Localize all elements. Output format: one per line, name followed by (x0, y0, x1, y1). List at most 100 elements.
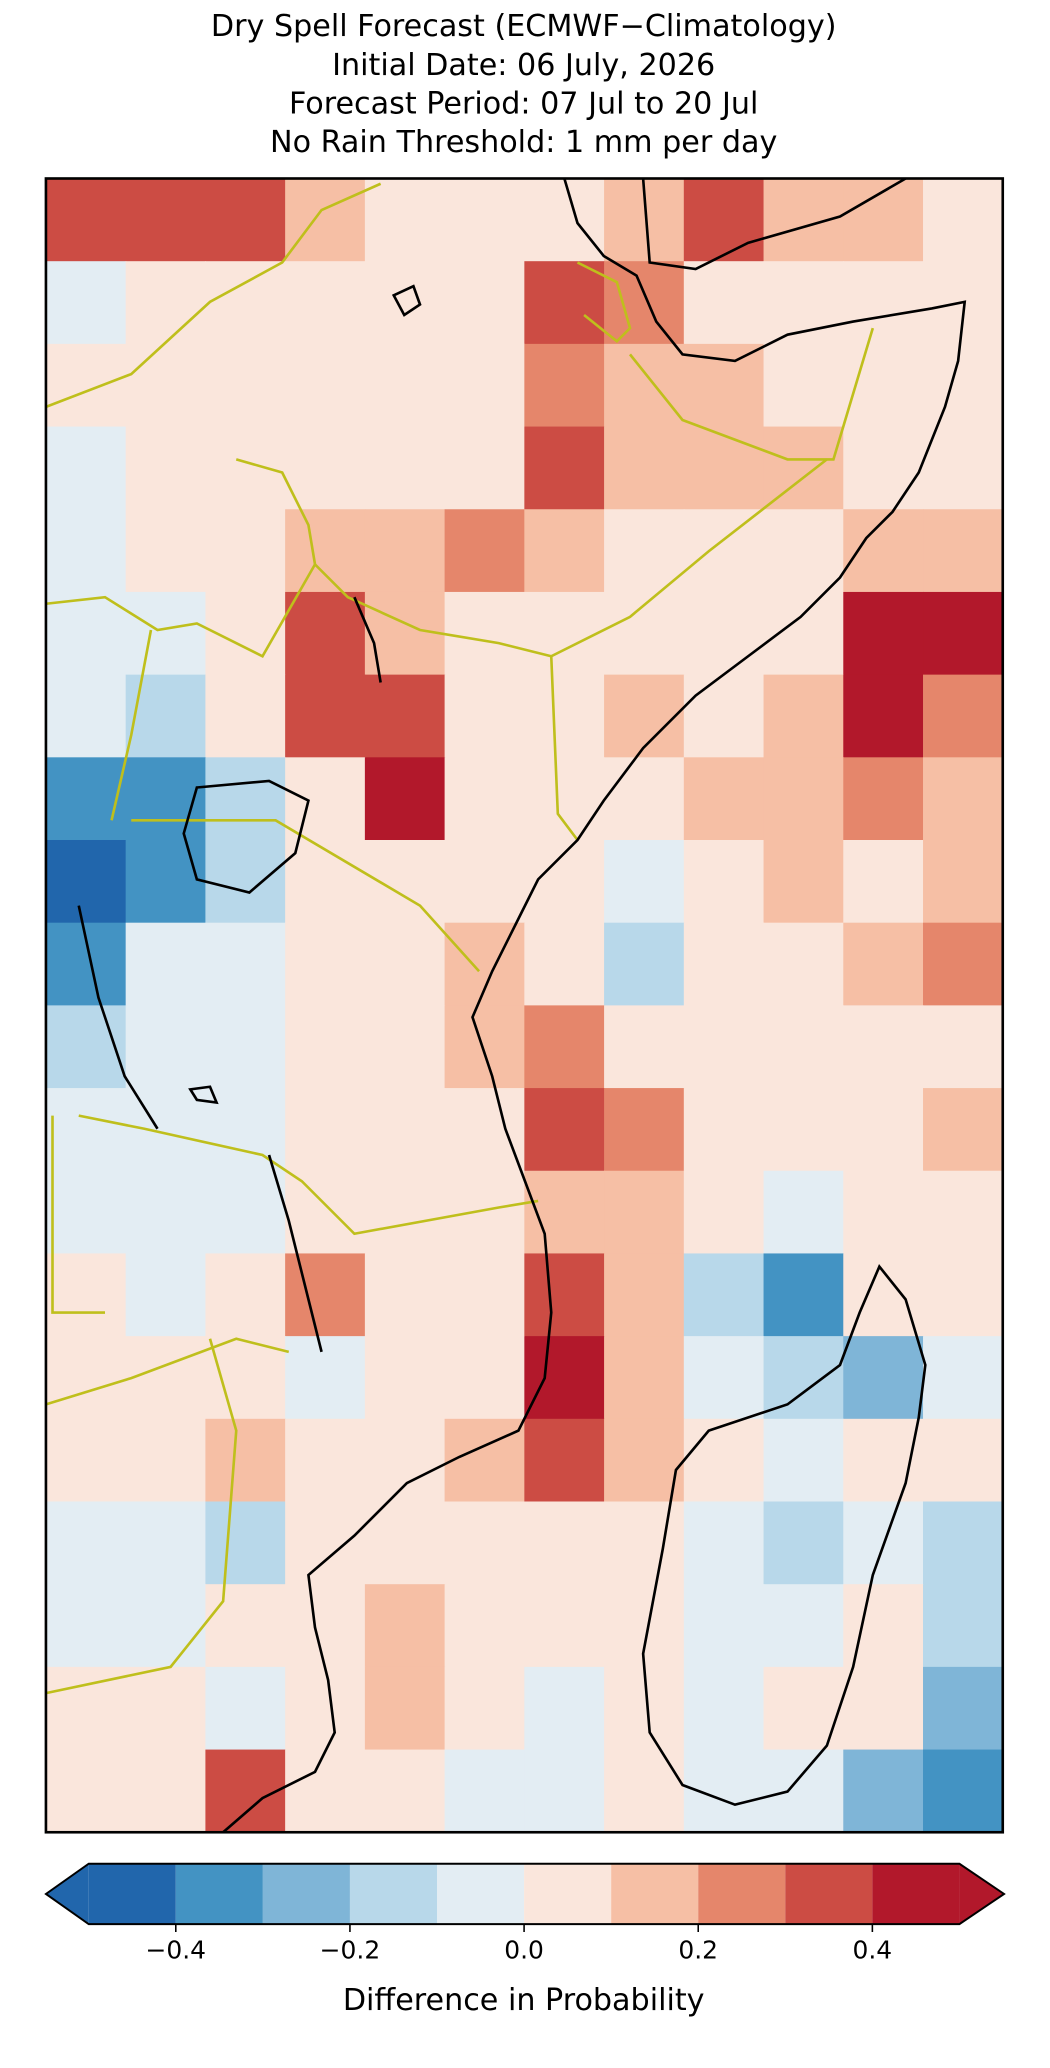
cell (205, 1253, 286, 1337)
map-frame (44, 177, 1005, 1834)
cell (45, 343, 127, 428)
cell (205, 261, 286, 345)
cell (205, 1005, 286, 1089)
cell (364, 922, 446, 1007)
cell (205, 1749, 286, 1833)
cell (205, 674, 286, 758)
colorbar-bin (698, 1863, 786, 1925)
cell (843, 1088, 924, 1172)
cell (45, 261, 127, 345)
cell (45, 1170, 127, 1255)
geography (45, 178, 967, 1833)
cell (923, 1005, 1003, 1089)
cell (125, 1253, 207, 1337)
cell (205, 1584, 286, 1668)
cell (285, 509, 366, 593)
cell (205, 1088, 286, 1172)
cell (923, 1336, 1003, 1420)
cell (205, 1418, 286, 1503)
cell (604, 1088, 685, 1172)
cell (763, 591, 844, 676)
cell (763, 1666, 844, 1751)
cell (364, 757, 446, 841)
cell (285, 1418, 366, 1503)
cell (763, 1749, 844, 1833)
cell (285, 1666, 366, 1751)
cell (524, 1666, 605, 1751)
cell (923, 1501, 1003, 1585)
cell (843, 1418, 924, 1503)
cell (285, 261, 366, 345)
cell (125, 840, 207, 924)
cell (285, 1253, 366, 1337)
cell (444, 1501, 525, 1585)
cell (843, 426, 924, 510)
cell (364, 1005, 446, 1089)
cell (763, 343, 844, 428)
cell (604, 1501, 685, 1585)
coastline (77, 178, 967, 1833)
cell (763, 1418, 844, 1503)
cell (125, 1170, 207, 1255)
cell (683, 1418, 765, 1503)
cell (604, 840, 685, 924)
cell (364, 1088, 446, 1172)
cell (683, 509, 765, 593)
cell (444, 1666, 525, 1751)
cell (125, 178, 207, 262)
cell (923, 674, 1003, 758)
cell (364, 261, 446, 345)
cell (364, 1749, 446, 1833)
cell (205, 840, 286, 924)
cell (285, 343, 366, 428)
cell (205, 1501, 286, 1585)
colorbar-bin (175, 1863, 263, 1925)
cell (683, 757, 765, 841)
cell (524, 1501, 605, 1585)
cell (125, 922, 207, 1007)
cell (923, 426, 1003, 510)
cell (125, 343, 207, 428)
cell (604, 1418, 685, 1503)
cell (444, 426, 525, 510)
cell (683, 674, 765, 758)
cell (364, 343, 446, 428)
cell (444, 1088, 525, 1172)
cell (205, 1336, 286, 1420)
colorbar-outline (44, 1862, 1006, 1926)
cell (923, 1088, 1003, 1172)
cell (604, 1749, 685, 1833)
cell (524, 591, 605, 676)
cell (524, 1088, 605, 1172)
cell (444, 591, 525, 676)
cell (524, 1253, 605, 1337)
colorbar-extend-max (959, 1863, 1005, 1925)
cell (125, 261, 207, 345)
cell (763, 1253, 844, 1337)
colorbar-tick-label: −0.4 (146, 1936, 207, 1965)
cell (125, 1005, 207, 1089)
cell (45, 757, 127, 841)
cell (444, 1253, 525, 1337)
cell (843, 1749, 924, 1833)
cell (45, 426, 127, 510)
cell (683, 1584, 765, 1668)
cell (205, 757, 286, 841)
cell (364, 674, 446, 758)
cell (524, 1005, 605, 1089)
colorbar-bin (611, 1863, 699, 1925)
cell (683, 1005, 765, 1089)
cell (364, 1501, 446, 1585)
cell (45, 1088, 127, 1172)
cell (45, 1501, 127, 1585)
cell (524, 178, 605, 262)
cell (444, 757, 525, 841)
cell (444, 922, 525, 1007)
title-line: Forecast Period: 07 Jul to 20 Jul (289, 87, 758, 122)
cell (205, 922, 286, 1007)
cell (444, 1336, 525, 1420)
cell (843, 591, 924, 676)
colorbar-bin (262, 1863, 350, 1925)
cell (683, 426, 765, 510)
cell (524, 343, 605, 428)
